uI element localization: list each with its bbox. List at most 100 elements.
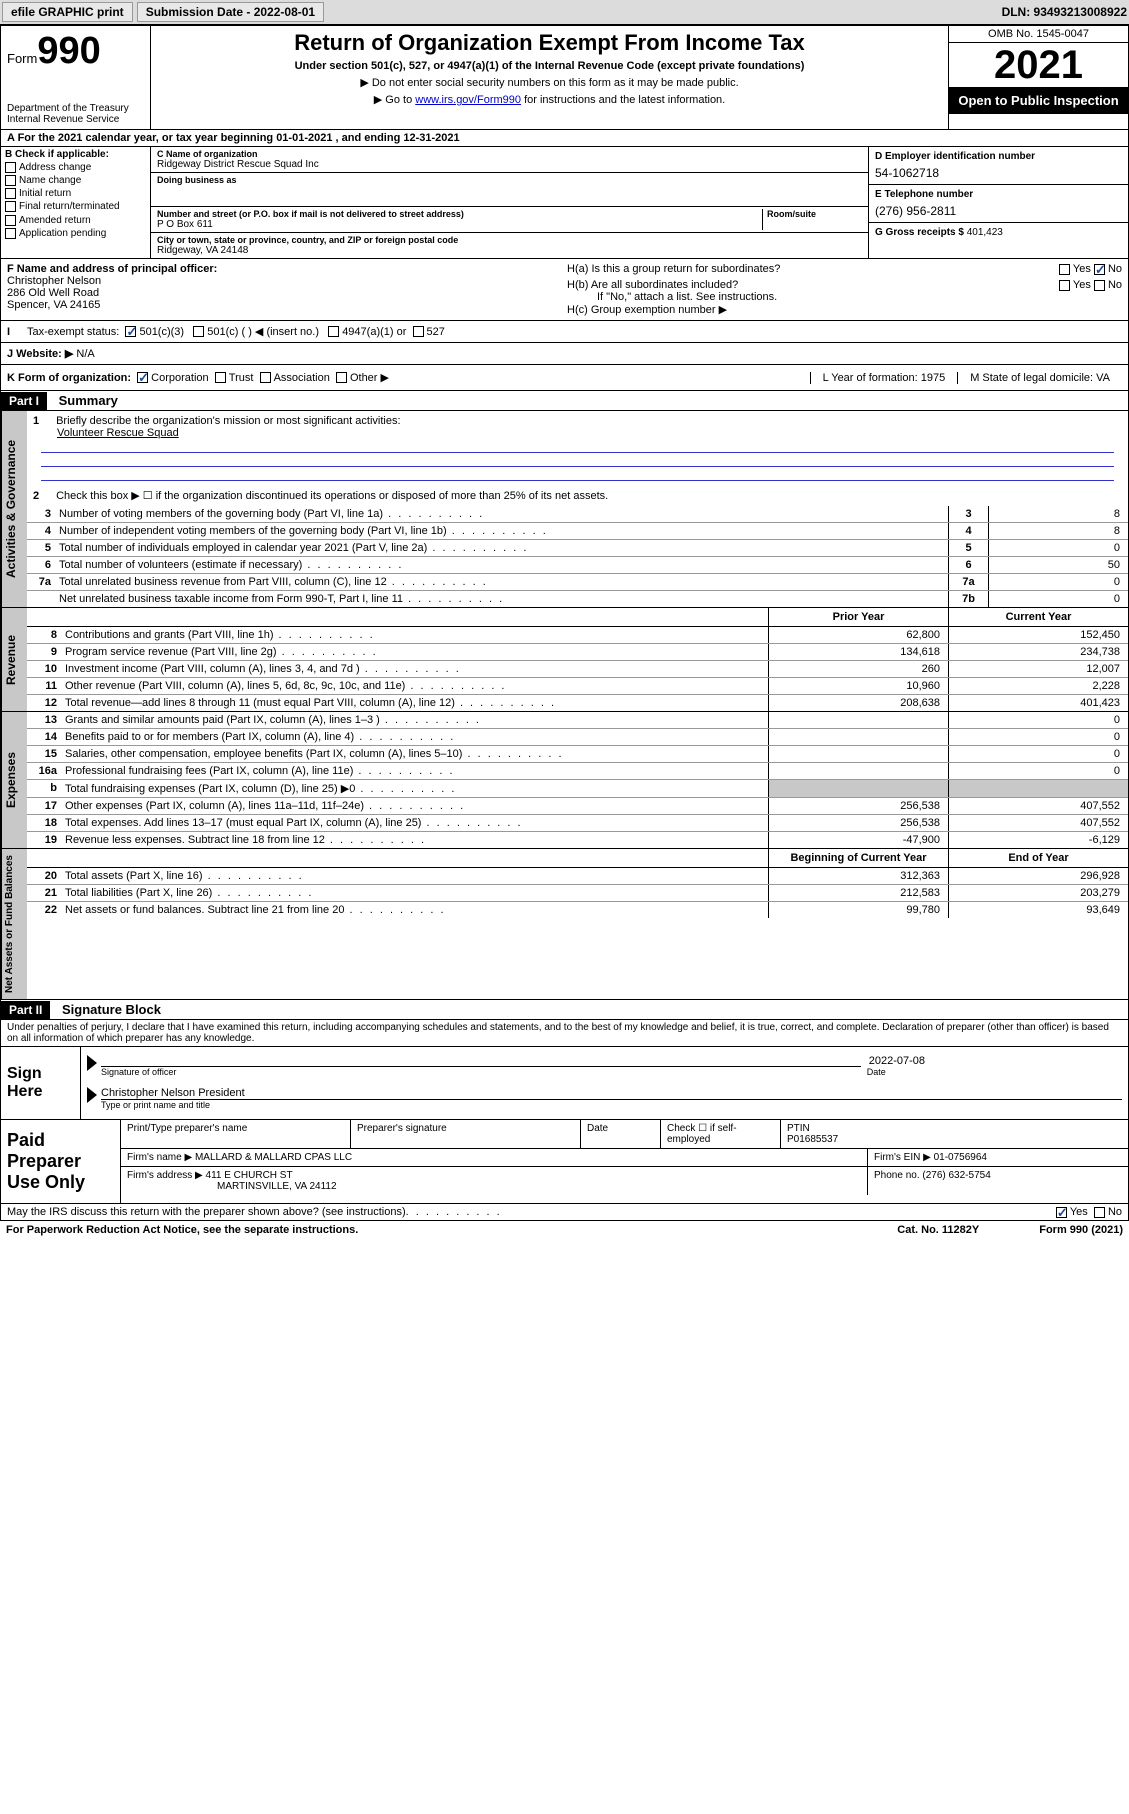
website-value: N/A (76, 348, 94, 360)
net-assets-tab: Net Assets or Fund Balances (1, 849, 27, 999)
sig-officer-label: Signature of officer (101, 1067, 867, 1077)
firm-ein: Firm's EIN ▶ 01-0756964 (868, 1149, 1128, 1166)
row-fh: F Name and address of principal officer:… (0, 259, 1129, 321)
gross-value: 401,423 (967, 227, 1003, 238)
form-header: Form990 Department of the Treasury Inter… (0, 25, 1129, 130)
colb-checkbox[interactable] (5, 162, 16, 173)
colb-checkbox[interactable] (5, 175, 16, 186)
form-label: Form (7, 51, 37, 66)
summary-row: 6Total number of volunteers (estimate if… (27, 557, 1128, 574)
street-label: Number and street (or P.O. box if mail i… (157, 209, 762, 219)
note-ssn: ▶ Do not enter social security numbers o… (159, 76, 940, 89)
line2-discontinued: Check this box ▶ ☐ if the organization d… (56, 490, 608, 502)
hb-subordinates: H(b) Are all subordinates included? Yes … (567, 279, 1122, 291)
activities-tab: Activities & Governance (1, 411, 27, 607)
sig-date-label: Date (867, 1067, 1122, 1077)
paid-preparer-label: Paid Preparer Use Only (1, 1120, 121, 1203)
hc-group-exemption: H(c) Group exemption number ▶ (567, 303, 1122, 316)
ha-no-checkbox[interactable] (1094, 264, 1105, 275)
irs-discuss-row: May the IRS discuss this return with the… (0, 1204, 1129, 1221)
officer-label: F Name and address of principal officer: (7, 263, 555, 275)
officer-name: Christopher Nelson (7, 275, 555, 287)
financial-row: 20Total assets (Part X, line 16)312,3632… (27, 868, 1128, 885)
state-domicile: M State of legal domicile: VA (957, 372, 1122, 384)
corp-checkbox[interactable] (137, 372, 148, 383)
colb-checkbox[interactable] (5, 188, 16, 199)
assoc-checkbox[interactable] (260, 372, 271, 383)
summary-row: 4Number of independent voting members of… (27, 523, 1128, 540)
501c3-checkbox[interactable] (125, 326, 136, 337)
financial-row: 15Salaries, other compensation, employee… (27, 746, 1128, 763)
financial-row: 8Contributions and grants (Part VIII, li… (27, 627, 1128, 644)
part1-header: Part I Summary (0, 391, 1129, 411)
sign-here-label: Sign Here (1, 1047, 81, 1119)
summary-row: Net unrelated business taxable income fr… (27, 591, 1128, 607)
cat-number: Cat. No. 11282Y (897, 1224, 979, 1236)
irs-label: Internal Revenue Service (7, 114, 144, 125)
org-name-label: C Name of organization (157, 149, 862, 159)
col-c-org-info: C Name of organization Ridgeway District… (151, 147, 868, 258)
top-bar: efile GRAPHIC print Submission Date - 20… (0, 0, 1129, 25)
signature-declaration: Under penalties of perjury, I declare th… (1, 1020, 1128, 1046)
officer-name-label: Type or print name and title (101, 1100, 1122, 1110)
discuss-no-checkbox[interactable] (1094, 1207, 1105, 1218)
financial-row: 21Total liabilities (Part X, line 26)212… (27, 885, 1128, 902)
paperwork-notice: For Paperwork Reduction Act Notice, see … (6, 1224, 358, 1236)
dept-treasury: Department of the Treasury (7, 103, 144, 114)
col-b-checkboxes: B Check if applicable: Address changeNam… (1, 147, 151, 258)
part2-header: Part II Signature Block (0, 1000, 1129, 1020)
form-title: Return of Organization Exempt From Incom… (159, 30, 940, 56)
row-i-tax-status: I Tax-exempt status: 501(c)(3) 501(c) ( … (0, 321, 1129, 343)
4947-checkbox[interactable] (328, 326, 339, 337)
ein-value: 54-1062718 (875, 162, 1122, 180)
end-year-hdr: End of Year (948, 849, 1128, 867)
colb-checkbox[interactable] (5, 201, 16, 212)
net-assets-section: Net Assets or Fund Balances Beginning of… (0, 849, 1129, 1000)
col-d-ein: D Employer identification number 54-1062… (868, 147, 1128, 258)
firm-phone: Phone no. (276) 632-5754 (868, 1167, 1128, 1195)
financial-row: 11Other revenue (Part VIII, column (A), … (27, 678, 1128, 695)
city-value: Ridgeway, VA 24148 (157, 245, 862, 256)
activities-governance-section: Activities & Governance 1 Briefly descri… (0, 411, 1129, 608)
trust-checkbox[interactable] (215, 372, 226, 383)
row-k-form-org: K Form of organization: Corporation Trus… (0, 365, 1129, 391)
suite-label: Room/suite (767, 209, 862, 219)
other-checkbox[interactable] (336, 372, 347, 383)
summary-row: 3Number of voting members of the governi… (27, 506, 1128, 523)
sig-date-value: 2022-07-08 (869, 1055, 1122, 1067)
hb-no-checkbox[interactable] (1094, 280, 1105, 291)
arrow-icon (87, 1087, 97, 1103)
form-subtitle: Under section 501(c), 527, or 4947(a)(1)… (159, 60, 940, 72)
current-year-hdr: Current Year (948, 608, 1128, 626)
mission-value: Volunteer Rescue Squad (33, 427, 1122, 439)
form-number: 990 (37, 30, 100, 72)
financial-row: 12Total revenue—add lines 8 through 11 (… (27, 695, 1128, 711)
omb-number: OMB No. 1545-0047 (949, 26, 1128, 43)
financial-row: 18Total expenses. Add lines 13–17 (must … (27, 815, 1128, 832)
revenue-tab: Revenue (1, 608, 27, 711)
ha-yes-checkbox[interactable] (1059, 264, 1070, 275)
colb-checkbox[interactable] (5, 215, 16, 226)
firm-name-value: MALLARD & MALLARD CPAS LLC (195, 1152, 352, 1163)
note-link: ▶ Go to www.irs.gov/Form990 for instruct… (159, 93, 940, 106)
phone-label: E Telephone number (875, 189, 1122, 200)
discuss-yes-checkbox[interactable] (1056, 1207, 1067, 1218)
city-label: City or town, state or province, country… (157, 235, 862, 245)
financial-row: 22Net assets or fund balances. Subtract … (27, 902, 1128, 918)
efile-button[interactable]: efile GRAPHIC print (2, 2, 133, 22)
financial-row: 19Revenue less expenses. Subtract line 1… (27, 832, 1128, 848)
dln: DLN: 93493213008922 (1002, 5, 1127, 19)
irs-link[interactable]: www.irs.gov/Form990 (415, 94, 521, 106)
501c-checkbox[interactable] (193, 326, 204, 337)
hb-yes-checkbox[interactable] (1059, 280, 1070, 291)
preparer-sig-label: Preparer's signature (351, 1120, 581, 1148)
ptin-value: P01685537 (787, 1134, 1122, 1145)
row-a-tax-year: A For the 2021 calendar year, or tax yea… (0, 130, 1129, 147)
527-checkbox[interactable] (413, 326, 424, 337)
expenses-tab: Expenses (1, 712, 27, 848)
preparer-name-label: Print/Type preparer's name (121, 1120, 351, 1148)
colb-checkbox[interactable] (5, 228, 16, 239)
ha-group-return: H(a) Is this a group return for subordin… (567, 263, 1122, 275)
form-footer: Form 990 (2021) (1039, 1224, 1123, 1236)
year-formation: L Year of formation: 1975 (810, 372, 958, 384)
